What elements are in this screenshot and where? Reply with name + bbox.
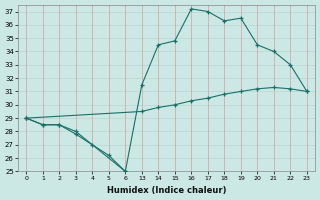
X-axis label: Humidex (Indice chaleur): Humidex (Indice chaleur) — [107, 186, 226, 195]
